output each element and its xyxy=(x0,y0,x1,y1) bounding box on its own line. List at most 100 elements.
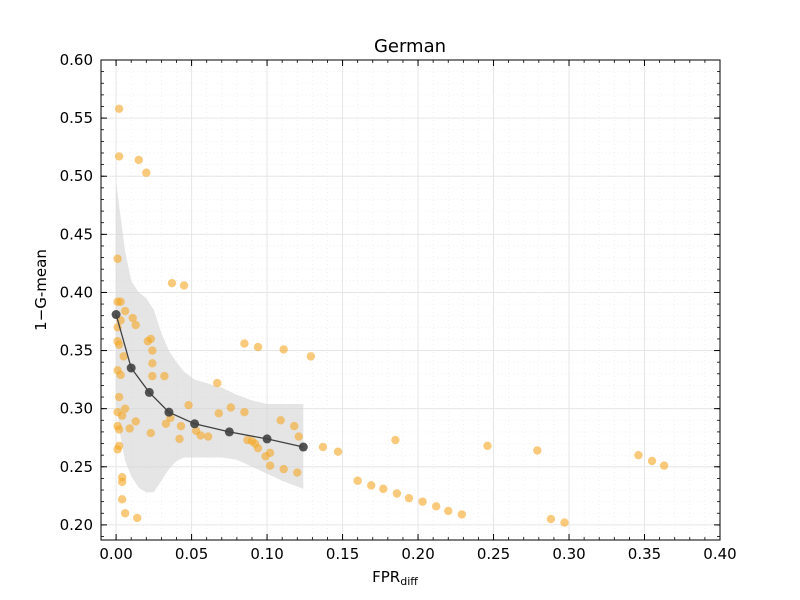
x-tick-label: 0.10 xyxy=(250,545,283,563)
scatter-point xyxy=(142,168,151,177)
x-tick-label: 0.25 xyxy=(477,545,510,563)
scatter-point xyxy=(213,378,222,388)
scatter-point xyxy=(167,278,177,288)
scatter-point xyxy=(418,497,427,506)
scatter-point xyxy=(279,345,288,354)
scatter-point xyxy=(560,518,569,527)
scatter-point xyxy=(116,297,125,306)
x-tick-label: 0.40 xyxy=(703,545,736,563)
trend-point xyxy=(126,363,136,373)
scatter-point xyxy=(203,432,213,441)
axes xyxy=(100,59,721,541)
scatter-point xyxy=(114,425,124,434)
scatter-point xyxy=(647,456,657,466)
scatter-point xyxy=(128,313,137,323)
scatter-point xyxy=(143,337,153,346)
scatter-point xyxy=(294,432,303,441)
y-tick-label: 0.35 xyxy=(60,342,93,360)
scatter-point xyxy=(261,452,270,461)
scatter-point xyxy=(160,371,169,381)
scatter-point xyxy=(114,152,124,161)
scatter-point xyxy=(120,509,130,518)
trend-point xyxy=(262,434,272,444)
x-axis-label-subscript: diff xyxy=(400,575,418,588)
scatter-point xyxy=(392,489,402,498)
scatter-point xyxy=(148,346,157,355)
scatter-point xyxy=(226,403,236,412)
scatter-point xyxy=(457,510,467,519)
scatter-point xyxy=(148,359,157,368)
trend-point xyxy=(190,419,200,429)
y-tick-label: 0.20 xyxy=(60,516,93,534)
scatter-point xyxy=(533,446,542,455)
scatter-point xyxy=(125,424,134,433)
scatter-point xyxy=(114,104,124,114)
x-tick-label: 0.05 xyxy=(175,545,208,563)
scatter-point xyxy=(253,342,263,352)
confidence-band-area xyxy=(116,182,304,493)
x-axis-label: FPRdiff xyxy=(372,568,418,588)
scatter-point xyxy=(175,434,184,444)
y-tick-label: 0.40 xyxy=(60,283,93,301)
scatter-point xyxy=(391,435,400,445)
x-tick-label: 0.20 xyxy=(401,545,434,563)
scatter-point xyxy=(634,450,643,460)
x-tick-labels: 0.00 0.05 0.10 0.15 0.20 0.25 0.30 0.35 0.40 xyxy=(99,545,736,563)
y-axis-label: 1−G-mean xyxy=(32,249,50,331)
y-tick-label: 0.45 xyxy=(60,225,93,243)
scatter-point xyxy=(131,320,140,330)
trend-point xyxy=(144,387,154,397)
scatter-point xyxy=(546,514,556,524)
scatter-point xyxy=(483,441,492,451)
y-tick-label: 0.60 xyxy=(60,51,93,69)
scatter-point xyxy=(444,506,453,516)
scatter-point xyxy=(146,428,156,438)
scatter-point xyxy=(279,464,288,474)
scatter-point xyxy=(134,155,143,165)
scatter-point xyxy=(318,442,328,452)
scatter-point xyxy=(119,352,128,361)
scatter-point xyxy=(659,461,669,470)
y-tick-labels: 0.20 0.25 0.30 0.35 0.40 0.45 0.50 0.55 0.60 xyxy=(60,51,93,534)
scatter-point xyxy=(240,407,249,417)
y-tick-label: 0.30 xyxy=(60,400,93,418)
scatter-point xyxy=(353,476,362,485)
scatter-point xyxy=(131,417,140,426)
scatter-point xyxy=(240,339,249,348)
scatter-point xyxy=(196,431,205,440)
scatter-point xyxy=(333,447,343,456)
scatter-point xyxy=(113,254,122,263)
x-tick-label: 0.00 xyxy=(99,545,132,563)
scatter-point xyxy=(114,340,124,349)
scatter-point xyxy=(276,416,285,425)
scatter-point xyxy=(214,409,223,418)
confidence-band xyxy=(116,182,304,493)
scatter-point xyxy=(117,495,127,504)
x-tick-label: 0.15 xyxy=(326,545,359,563)
scatter-point xyxy=(290,421,299,431)
plot-area xyxy=(101,60,720,540)
y-tick-label: 0.50 xyxy=(60,167,93,185)
scatter-point xyxy=(120,306,130,316)
x-tick-label: 0.30 xyxy=(552,545,585,563)
scatter-point xyxy=(117,411,127,420)
scatter-point xyxy=(265,461,275,470)
x-tick-label: 0.35 xyxy=(628,545,661,563)
trend-point xyxy=(224,427,234,437)
scatter-point xyxy=(116,370,125,380)
trend-point xyxy=(111,310,121,320)
x-axis-label-main: FPR xyxy=(372,568,400,586)
y-tick-label: 0.55 xyxy=(60,109,93,127)
trend-curve xyxy=(111,310,308,452)
scatter-point xyxy=(161,419,171,428)
scatter-point xyxy=(431,502,441,511)
scatter-point xyxy=(306,352,316,361)
scatter-point xyxy=(184,400,193,410)
y-tick-label: 0.25 xyxy=(60,458,93,476)
trend-point xyxy=(298,442,308,452)
scatter-point xyxy=(404,493,414,503)
scatter-point xyxy=(117,477,127,487)
scatter-point xyxy=(367,481,376,490)
scatter-point xyxy=(179,281,189,290)
scatter-point xyxy=(120,404,130,413)
